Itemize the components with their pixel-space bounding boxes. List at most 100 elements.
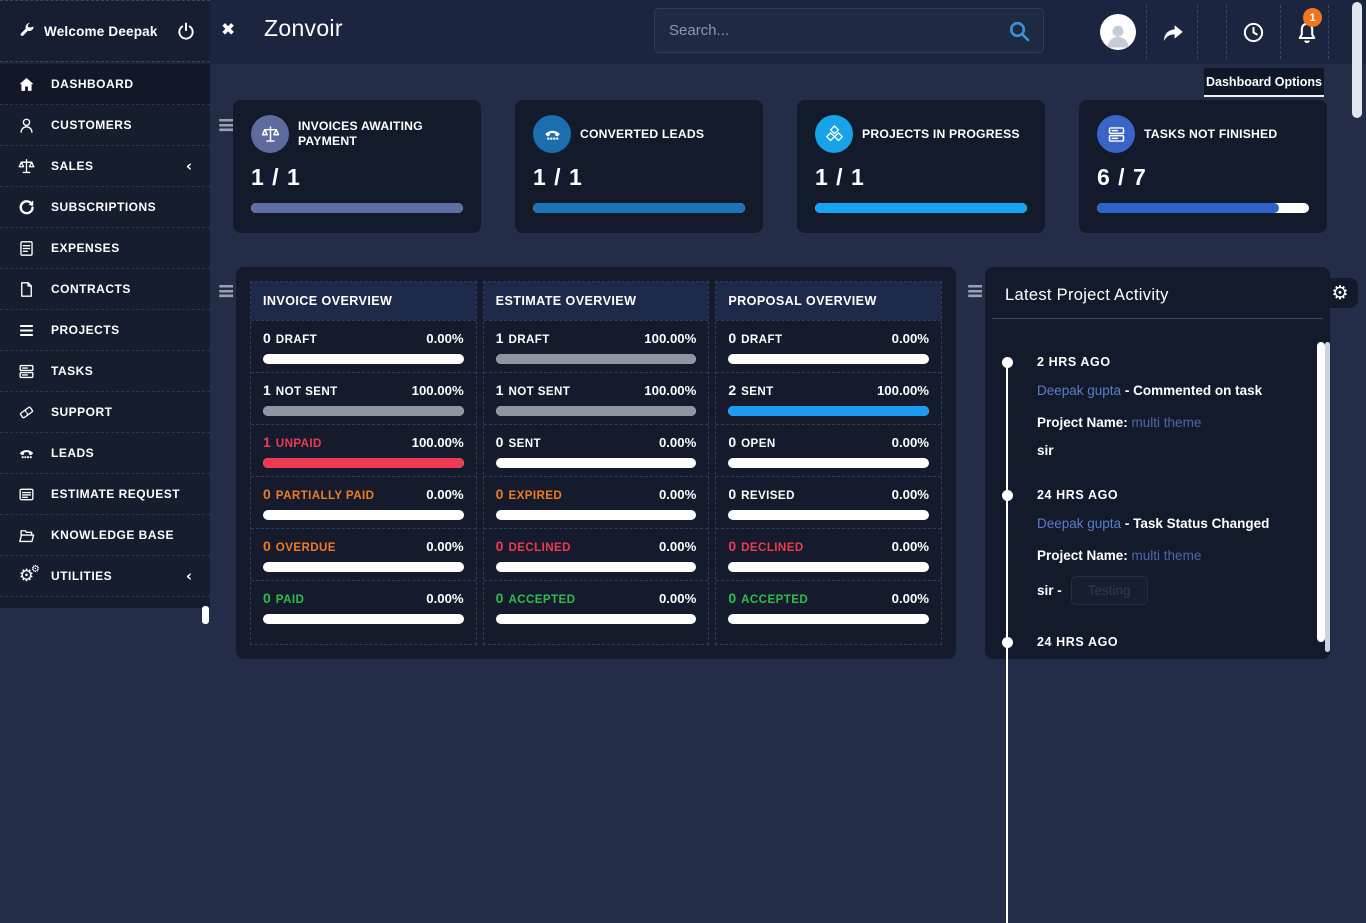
activity-scrollbar-track[interactable] [1325,342,1330,652]
activity-headline: Deepak gupta - Task Status Changed [1037,514,1288,534]
stat-card-value: 6 / 7 [1097,164,1147,190]
activity-entry: 24 HRS AGO [1002,635,1288,650]
sidebar-item-estimate-request[interactable]: ESTIMATE REQUEST [0,474,210,515]
overview-row-line: 0 DECLINED 0.00% [496,538,697,556]
overview-progress-bar [263,614,464,624]
overview-progress-bar [728,614,930,624]
overview-row-paid[interactable]: 0 PAID 0.00% [251,580,476,632]
activity-timeline: 2 HRS AGO Deepak gupta - Commented on tas… [985,319,1330,923]
overview-progress-bar [728,458,930,468]
home-icon [17,75,36,94]
activity-actor-link[interactable]: Deepak gupta [1037,383,1122,398]
overview-row-open[interactable]: 0 OPEN 0.00% [716,424,942,476]
stat-card-title: CONVERTED LEADS [580,126,705,141]
overview-row-not-sent[interactable]: 1 NOT SENT 100.00% [483,372,709,424]
avatar[interactable] [1100,14,1136,50]
scales-icon [17,157,36,176]
overview-row-draft[interactable]: 0 DRAFT 0.00% [251,320,476,372]
overview-drag-handle-icon[interactable]: ≡ [217,279,236,304]
overview-row-label: 0 OVERDUE [263,538,336,556]
overview-row-count: 0 [728,330,737,346]
sidebar-item-expenses[interactable]: EXPENSES [0,228,210,269]
overview-row-count: 0 [728,434,737,450]
sidebar-item-utilities[interactable]: ⚙ ⚙ UTILITIES ‹ [0,556,210,597]
page-scrollbar[interactable] [1352,2,1362,118]
overview-row-count: 0 [263,590,271,606]
overview-row-draft[interactable]: 1 DRAFT 100.00% [483,320,709,372]
divider [992,318,1323,319]
activity-actor-link[interactable]: Deepak gupta [1037,516,1122,532]
latest-project-activity-panel: Latest Project Activity 2 HRS AGO Deepak … [985,267,1330,923]
overview-progress-bar [728,406,930,416]
phone-icon [533,115,571,153]
overview-row-count: 0 [495,486,504,502]
overview-row-label: 1 NOT SENT [496,382,571,400]
stats-drag-handle-icon[interactable]: ≡ [217,113,236,138]
status-badge: Testing [1070,576,1148,606]
stat-progress-fill [815,203,1027,213]
clock-icon[interactable] [1242,21,1265,44]
search-icon[interactable] [1007,19,1031,43]
sidebar-item-label: LEADS [51,446,95,460]
share-forward-icon[interactable] [1160,20,1186,46]
activity-drag-handle-icon[interactable]: ≡ [966,279,985,304]
stat-card-header: TASKS NOT FINISHED [1097,115,1309,153]
sidebar-item-customers[interactable]: CUSTOMERS [0,105,210,146]
sidebar-item-contracts[interactable]: CONTRACTS [0,269,210,310]
search-input[interactable] [667,21,1007,40]
overview-row-accepted[interactable]: 0 ACCEPTED 0.00% [716,580,942,632]
overview-row-overdue[interactable]: 0 OVERDUE 0.00% [251,528,476,580]
stat-card-title: TASKS NOT FINISHED [1144,126,1278,141]
overview-row-partially-paid[interactable]: 0 PARTIALLY PAID 0.00% [251,476,476,528]
overview-row-status: ACCEPTED [508,593,576,606]
sidebar-item-label: SUBSCRIPTIONS [51,200,157,214]
sidebar-item-sales[interactable]: SALES ‹ [0,146,210,187]
overview-title: INVOICE OVERVIEW [251,282,476,320]
sidebar-scrollbar[interactable] [202,606,209,624]
chevron-left-icon: ‹ [185,566,192,585]
overview-row-sent[interactable]: 0 SENT 0.00% [483,424,709,476]
close-menu-icon[interactable]: ✖ [221,20,236,40]
activity-time: 24 HRS AGO [1037,635,1119,650]
overview-row-declined[interactable]: 0 DECLINED 0.00% [716,528,942,580]
refresh-icon [17,198,36,217]
logout-power-icon[interactable] [176,21,196,41]
search-bar [654,8,1044,53]
stat-card-converted-leads[interactable]: CONVERTED LEADS 1 / 1 [515,100,763,233]
overview-row-revised[interactable]: 0 REVISED 0.00% [716,476,942,528]
sidebar-item-dashboard[interactable]: DASHBOARD [0,64,210,105]
overview-row-status: NOT SENT [508,385,571,398]
sidebar-item-tasks[interactable]: TASKS [0,351,210,392]
overview-row-percent: 100.00% [644,383,697,398]
stat-card-invoices-awaiting-payment[interactable]: INVOICES AWAITING PAYMENT 1 / 1 [233,100,481,233]
overview-row-status: NOT SENT [275,385,338,398]
overview-row-declined[interactable]: 0 DECLINED 0.00% [483,528,709,580]
wrench-icon[interactable] [18,22,35,40]
activity-note: sir - Testing [1037,576,1288,606]
overview-row-expired[interactable]: 0 EXPIRED 0.00% [483,476,709,528]
overview-row-draft[interactable]: 0 DRAFT 0.00% [716,320,942,372]
sidebar-item-leads[interactable]: LEADS [0,433,210,474]
topbar-user-section: Welcome Deepak [0,0,210,62]
stat-card-value: 1 / 1 [251,164,301,190]
overview-row-count: 1 [495,330,504,346]
activity-project-link[interactable]: multi theme [1131,414,1202,430]
server-icon [17,362,36,381]
widget-settings-gear-icon[interactable]: ⚙ [1322,278,1358,308]
activity-note: sir [1037,443,1288,458]
overview-progress-bar [263,562,464,572]
sidebar-item-subscriptions[interactable]: SUBSCRIPTIONS [0,187,210,228]
sidebar-item-knowledge-base[interactable]: KNOWLEDGE BASE [0,515,210,556]
sidebar-item-projects[interactable]: PROJECTS [0,310,210,351]
overview-row-not-sent[interactable]: 1 NOT SENT 100.00% [251,372,476,424]
overview-row-status: OPEN [741,437,776,450]
stat-card-projects-in-progress[interactable]: PROJECTS IN PROGRESS 1 / 1 [797,100,1045,233]
activity-scrollbar-thumb[interactable] [1317,342,1325,642]
activity-project-link[interactable]: multi theme [1131,547,1202,563]
overview-row-unpaid[interactable]: 1 UNPAID 100.00% [251,424,476,476]
sidebar-item-support[interactable]: SUPPORT [0,392,210,433]
stat-card-tasks-not-finished[interactable]: TASKS NOT FINISHED 6 / 7 [1079,100,1327,233]
overview-row-sent[interactable]: 2 SENT 100.00% [716,372,942,424]
overview-row-label: 1 UNPAID [263,434,322,452]
overview-row-accepted[interactable]: 0 ACCEPTED 0.00% [483,580,709,632]
